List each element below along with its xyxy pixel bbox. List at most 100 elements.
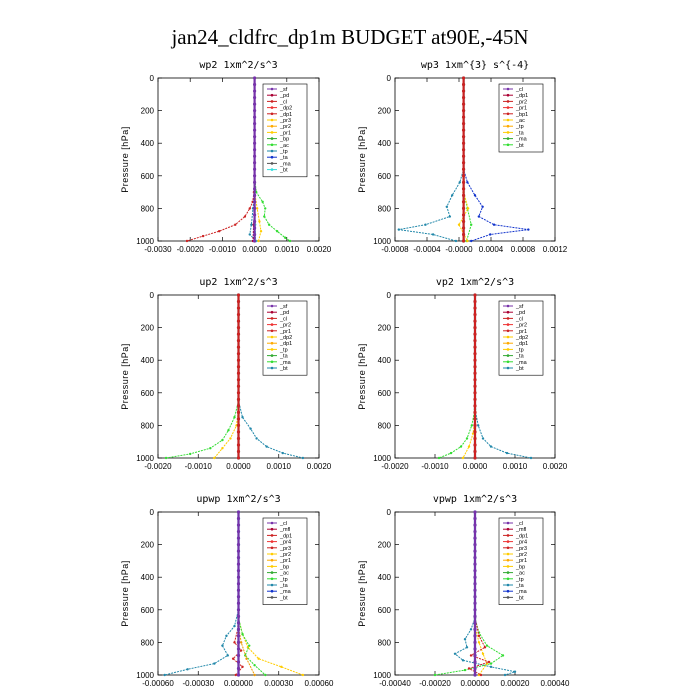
y-tick-label: 800	[378, 421, 392, 430]
series-point	[236, 640, 241, 645]
y-axis-label: Pressure [hPa]	[120, 560, 130, 627]
legend-label: _pr2	[515, 552, 527, 558]
legend-label: _bt	[515, 366, 524, 372]
legend-marker	[506, 137, 510, 140]
series-point	[461, 115, 466, 119]
legend-marker	[270, 310, 274, 314]
series-point	[236, 312, 241, 317]
series-point	[253, 109, 257, 113]
legend-label: _bp	[279, 137, 289, 143]
series-point	[226, 654, 229, 657]
legend-marker	[506, 589, 510, 593]
legend-marker	[270, 329, 274, 333]
series-point	[253, 239, 257, 243]
series-point	[236, 436, 241, 441]
series-point	[461, 148, 466, 152]
series-point	[457, 223, 461, 226]
x-tick-label: 0.00040	[541, 679, 570, 688]
legend-marker	[506, 317, 510, 320]
y-tick-label: 600	[141, 389, 155, 398]
series-point	[164, 456, 168, 460]
panel-1: wp2 1xm^2/s^3 Pressure [hPa] 0 200 400 600 800…	[120, 60, 332, 254]
series-point	[466, 239, 469, 243]
series-point	[253, 174, 257, 178]
panel-6: vpwp 1xm^2/s^3 Pressure [hPa] 0 200 400 600 80…	[357, 494, 570, 688]
series-point	[253, 76, 257, 80]
series-point	[473, 345, 477, 349]
legend-frame	[262, 83, 308, 178]
legend-label: _tp	[515, 124, 524, 130]
legend-label: _mfl	[279, 527, 290, 533]
y-tick-label: 0	[150, 291, 155, 300]
panel-title: up2 1xm^2/s^3	[199, 277, 277, 288]
x-tick-label: 0.0008	[511, 245, 536, 254]
y-tick-label: 600	[141, 606, 155, 615]
series-point	[213, 456, 216, 460]
series-point	[236, 339, 241, 343]
legend-label: _ma	[279, 360, 292, 366]
legend-label: _ac	[515, 118, 525, 124]
legend-marker	[270, 571, 274, 574]
panel-5: upwp 1xm^2/s^3 Pressure [hPa] 0 200 400 600 80…	[120, 494, 334, 688]
series-point	[267, 223, 271, 226]
series-point	[473, 312, 477, 317]
legend-label: _dp1	[515, 341, 528, 347]
series-point	[477, 634, 481, 638]
x-tick-label: 0.0020	[307, 462, 332, 471]
x-tick-label: 0.0004	[479, 245, 504, 254]
legend-marker	[506, 527, 510, 531]
legend-marker	[270, 155, 274, 159]
legend-marker	[506, 323, 510, 326]
legend-marker	[270, 304, 274, 308]
series-point	[431, 233, 435, 236]
series-point	[264, 207, 267, 210]
series-point	[461, 167, 466, 171]
series-point	[473, 332, 477, 336]
x-tick-label: -0.0020	[381, 462, 409, 471]
series-point	[473, 430, 477, 434]
series-point	[225, 634, 228, 638]
y-tick-label: 1000	[373, 671, 391, 680]
series-point	[236, 621, 241, 625]
series-point	[301, 673, 305, 677]
legend-marker	[270, 354, 274, 357]
series-point	[473, 516, 477, 521]
series-point	[253, 226, 257, 230]
series-point	[265, 445, 268, 448]
legend-label: _pr1	[279, 329, 291, 335]
series-point	[236, 391, 241, 395]
series-point	[241, 416, 244, 419]
y-tick-label: 800	[141, 204, 155, 213]
y-tick-label: 200	[378, 107, 392, 116]
series-point	[473, 653, 477, 658]
legend-label: _pr2	[279, 124, 291, 130]
series-point	[483, 646, 487, 649]
series-point	[236, 410, 241, 414]
legend-marker	[270, 348, 274, 351]
legend-label: _ac	[279, 143, 289, 149]
series-point	[471, 432, 475, 435]
series-point	[473, 575, 477, 579]
x-tick-label: 0.0000	[463, 462, 488, 471]
y-tick-label: 800	[378, 204, 392, 213]
series-point	[236, 529, 241, 534]
legend-label: _pd	[279, 310, 289, 316]
y-tick-label: 400	[378, 573, 392, 582]
y-tick-label: 0	[150, 508, 155, 517]
legend-marker	[270, 131, 274, 134]
legend-marker	[270, 118, 274, 122]
legend-label: _dp1	[515, 93, 528, 99]
x-tick-label: 0.0000	[242, 245, 267, 254]
series-point	[467, 667, 471, 670]
series-point	[236, 345, 241, 349]
series-point	[461, 76, 466, 80]
series-point	[236, 569, 241, 573]
series-point	[236, 319, 241, 323]
series-point	[466, 207, 470, 210]
legend-marker	[270, 317, 274, 320]
series-group	[163, 510, 305, 677]
series-point	[461, 193, 466, 197]
series-line-ac	[463, 78, 472, 242]
y-tick-label: 600	[378, 389, 392, 398]
series-point	[473, 456, 477, 460]
